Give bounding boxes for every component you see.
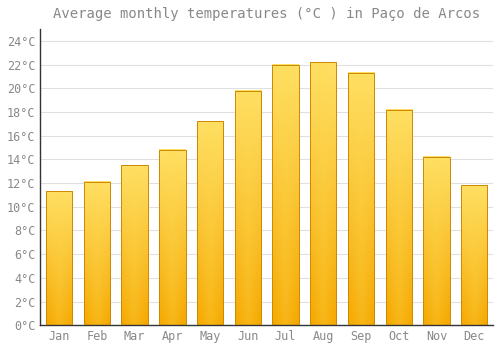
Bar [461,186,487,325]
Bar [272,65,299,325]
Bar [310,62,336,325]
Bar [159,150,186,325]
Bar [122,165,148,325]
Bar [46,191,72,325]
Title: Average monthly temperatures (°C ) in Paço de Arcos: Average monthly temperatures (°C ) in Pa… [53,7,480,21]
Bar [84,182,110,325]
Bar [234,91,261,325]
Bar [424,157,450,325]
Bar [197,121,224,325]
Bar [348,73,374,325]
Bar [386,110,412,325]
